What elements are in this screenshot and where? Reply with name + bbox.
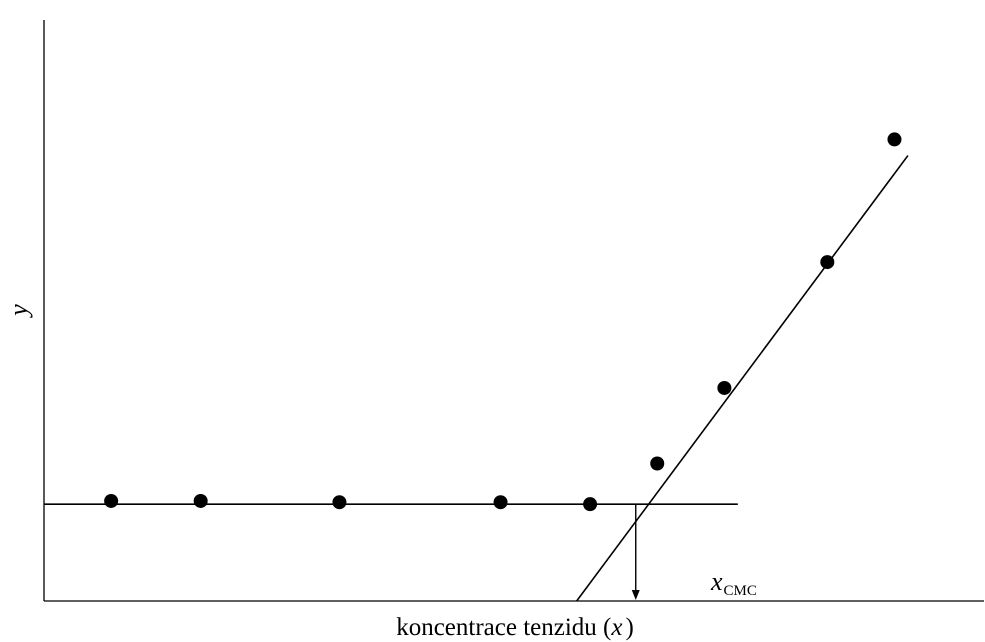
data-point-4 xyxy=(493,495,508,510)
plot-area xyxy=(44,132,909,602)
cmc-arrow-head xyxy=(631,590,640,600)
data-point-7 xyxy=(717,380,732,395)
data-point-5 xyxy=(583,497,598,512)
cmc-label-var: x xyxy=(710,567,723,596)
x-axis-label-text: koncentrace tenzidu ( xyxy=(396,614,611,641)
data-point-2 xyxy=(193,493,208,508)
data-point-6 xyxy=(650,456,665,471)
fit-line-2 xyxy=(576,155,909,602)
cmc-label-sub: CMC xyxy=(724,583,757,599)
data-point-8 xyxy=(820,255,835,270)
y-axis-label: y xyxy=(4,304,33,319)
cmc-label: xCMC xyxy=(710,567,757,599)
data-point-9 xyxy=(887,132,902,147)
x-axis-label: koncentrace tenzidu (x) xyxy=(396,614,634,641)
x-axis-label-var: x xyxy=(610,614,622,641)
data-point-1 xyxy=(104,493,119,508)
x-axis-label-close: ) xyxy=(625,614,633,641)
data-point-3 xyxy=(332,495,347,510)
